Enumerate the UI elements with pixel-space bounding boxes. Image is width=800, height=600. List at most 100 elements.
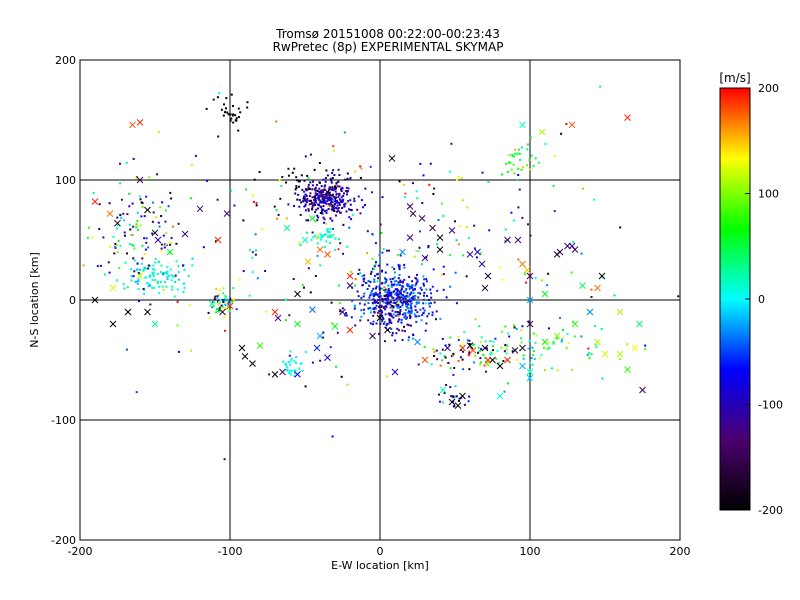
data-point	[562, 329, 564, 331]
data-point	[341, 199, 344, 202]
data-point	[390, 321, 393, 324]
data-point	[182, 264, 184, 267]
data-point	[330, 201, 332, 204]
data-point	[313, 195, 316, 198]
data-point	[535, 334, 538, 337]
data-point	[380, 304, 383, 307]
data-point	[307, 188, 310, 191]
data-point	[413, 313, 416, 316]
data-point	[319, 201, 322, 204]
data-point	[161, 285, 164, 288]
data-point	[230, 93, 233, 96]
data-point	[276, 217, 278, 220]
cross-marker	[571, 246, 579, 253]
data-point	[251, 194, 254, 197]
data-point	[542, 346, 545, 349]
data-point	[244, 188, 247, 191]
data-point	[319, 238, 322, 241]
cross-marker	[624, 366, 631, 373]
data-point	[508, 335, 511, 338]
data-point	[532, 350, 535, 352]
data-point	[151, 271, 154, 274]
data-point	[331, 204, 334, 207]
data-point	[140, 262, 143, 265]
data-point	[279, 197, 282, 200]
data-point	[398, 274, 401, 276]
data-point	[337, 168, 340, 171]
data-point	[399, 300, 402, 303]
chart-title: Tromsø 20151008 00:22:00-00:23:43	[275, 27, 500, 41]
data-point	[314, 203, 317, 206]
data-point	[322, 199, 325, 202]
data-point	[407, 303, 410, 306]
data-point	[378, 332, 380, 335]
data-point	[370, 270, 373, 273]
data-point	[556, 369, 559, 372]
data-point	[440, 202, 443, 205]
data-point	[360, 309, 363, 312]
data-point	[302, 197, 305, 200]
data-point	[527, 223, 529, 226]
colorbar-label: [m/s]	[719, 71, 750, 85]
cross-marker	[439, 386, 447, 394]
cross-marker	[339, 308, 346, 316]
data-point	[363, 303, 366, 306]
data-point	[162, 273, 165, 276]
data-point	[350, 218, 353, 221]
data-point	[160, 247, 163, 250]
data-point	[316, 219, 319, 222]
cross-marker	[304, 258, 312, 265]
data-point	[442, 214, 445, 217]
data-point	[428, 302, 431, 305]
data-point	[397, 304, 400, 307]
data-point	[412, 292, 415, 294]
data-point	[329, 203, 332, 206]
data-point	[331, 219, 334, 222]
data-point	[363, 274, 366, 277]
data-point	[480, 348, 483, 350]
data-point	[98, 203, 101, 206]
data-point	[492, 340, 495, 343]
data-point	[314, 198, 317, 201]
cross-marker	[274, 314, 282, 322]
data-point	[325, 240, 328, 243]
data-point	[412, 337, 414, 340]
data-point	[131, 234, 134, 237]
data-point	[336, 199, 338, 202]
data-point	[466, 339, 469, 342]
data-point	[426, 294, 429, 297]
data-point	[373, 311, 376, 314]
data-point	[396, 327, 399, 330]
data-point	[516, 179, 519, 181]
data-point	[216, 96, 219, 99]
data-point	[381, 288, 384, 290]
data-point	[114, 246, 117, 249]
data-point	[414, 305, 417, 308]
data-point	[128, 192, 131, 195]
data-point	[217, 299, 220, 302]
data-point	[323, 218, 326, 221]
data-point	[322, 235, 324, 238]
data-point	[507, 332, 510, 335]
data-point	[407, 339, 410, 342]
data-point	[251, 256, 254, 259]
data-point	[403, 263, 406, 266]
data-point	[315, 237, 318, 240]
data-point	[406, 299, 409, 302]
data-point	[153, 286, 156, 289]
data-point	[517, 206, 520, 209]
data-point	[230, 301, 233, 304]
cross-marker	[598, 272, 606, 280]
data-point	[139, 195, 142, 198]
data-point	[183, 282, 186, 285]
data-point	[301, 188, 304, 191]
data-point	[513, 326, 516, 329]
data-point	[294, 192, 297, 195]
data-point	[290, 359, 293, 362]
data-point	[479, 363, 481, 366]
data-point	[523, 272, 526, 275]
data-point	[396, 302, 399, 305]
data-point	[187, 274, 190, 277]
data-point	[318, 187, 321, 190]
data-point	[116, 227, 119, 230]
